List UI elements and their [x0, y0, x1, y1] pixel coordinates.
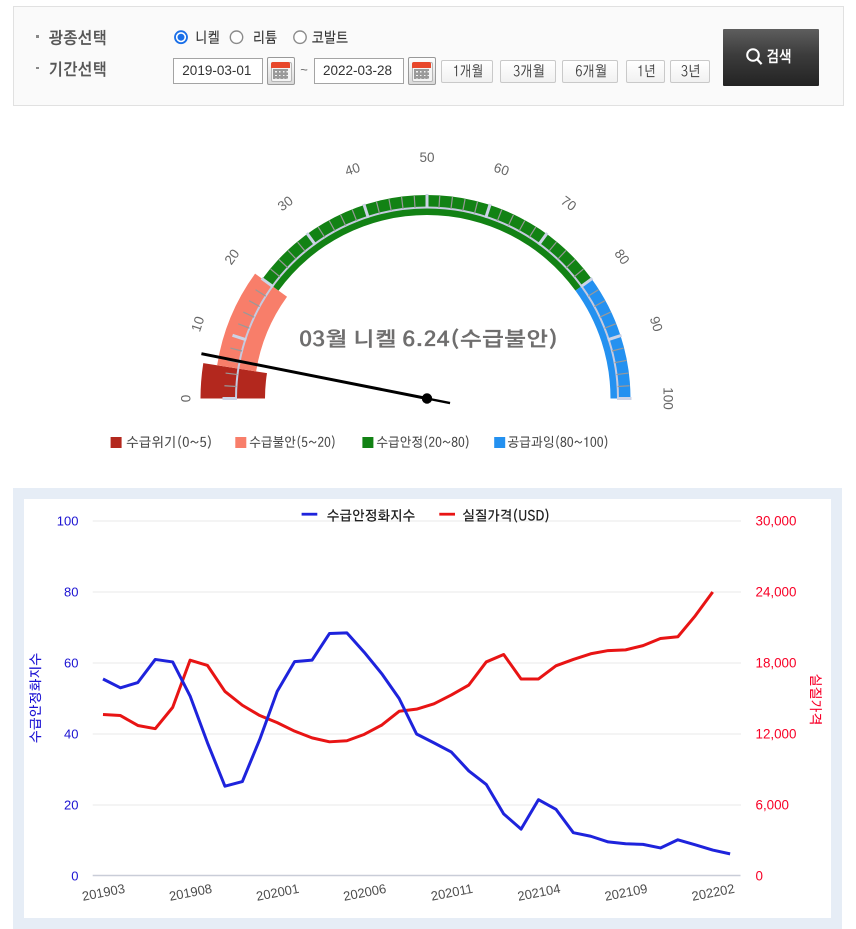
svg-text:201908: 201908: [168, 881, 213, 904]
svg-text:0: 0: [179, 395, 194, 403]
svg-text:30,000: 30,000: [756, 514, 797, 529]
svg-text:20: 20: [222, 246, 243, 267]
svg-text:80: 80: [611, 246, 632, 267]
svg-text:60: 60: [64, 656, 78, 671]
svg-text:30: 30: [275, 193, 296, 214]
svg-text:0: 0: [756, 869, 763, 884]
svg-text:12,000: 12,000: [756, 727, 797, 742]
svg-text:0: 0: [71, 869, 78, 884]
svg-text:60: 60: [492, 160, 511, 179]
svg-text:202104: 202104: [516, 881, 561, 904]
svg-text:10: 10: [188, 315, 207, 334]
svg-text:202109: 202109: [603, 881, 648, 904]
svg-text:40: 40: [343, 160, 362, 179]
svg-text:100: 100: [661, 387, 676, 410]
svg-text:20: 20: [64, 798, 78, 813]
svg-text:202001: 202001: [255, 881, 300, 904]
svg-text:80: 80: [64, 585, 78, 600]
svg-text:201903: 201903: [81, 881, 126, 904]
svg-text:70: 70: [558, 193, 579, 214]
svg-text:6,000: 6,000: [756, 798, 790, 813]
svg-text:24,000: 24,000: [756, 585, 797, 600]
svg-text:90: 90: [647, 315, 666, 334]
svg-text:18,000: 18,000: [756, 656, 797, 671]
svg-text:40: 40: [64, 727, 78, 742]
svg-text:202006: 202006: [342, 881, 387, 904]
svg-text:100: 100: [57, 514, 79, 529]
svg-text:202011: 202011: [430, 881, 475, 904]
svg-text:50: 50: [419, 150, 434, 165]
svg-text:202202: 202202: [690, 881, 735, 904]
